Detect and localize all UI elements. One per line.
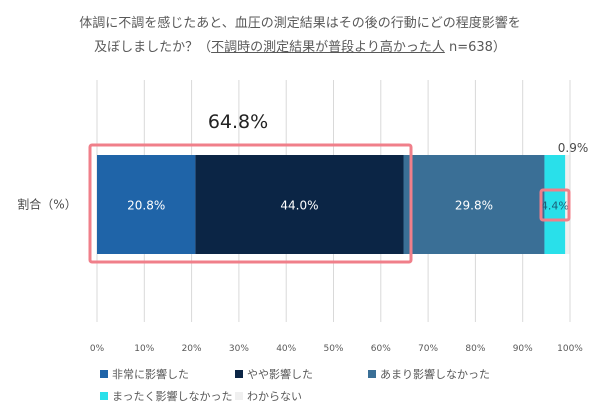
- x-tick-label-0: 0%: [90, 344, 105, 354]
- x-tick-label-3: 30%: [229, 344, 249, 354]
- x-tick-label-8: 80%: [465, 344, 485, 354]
- legend-item-3: まったく影響しなかった: [100, 388, 233, 404]
- category-label: 割合（%）: [17, 197, 76, 212]
- legend-label-2: あまり影響しなかった: [380, 368, 490, 381]
- data-label-0: 20.8%: [127, 199, 165, 213]
- combined-total-label: 64.8%: [208, 111, 268, 133]
- bar-segment-1: [195, 155, 404, 254]
- chart-title-suffix: n=638）: [444, 40, 506, 55]
- x-tick-label-2: 20%: [182, 344, 202, 354]
- legend-label-1: やや影響した: [247, 368, 313, 381]
- data-label-4: 0.9%: [558, 141, 589, 155]
- x-tick-label-4: 40%: [276, 344, 296, 354]
- legend-swatch-1: [235, 370, 243, 378]
- legend-label-4: わからない: [247, 390, 302, 403]
- bar-segment-3: [544, 155, 566, 254]
- x-tick-label-7: 70%: [418, 344, 438, 354]
- chart-title-underlined: 不調時の測定結果が普段より高かった人: [211, 40, 445, 55]
- bar-segment-0: [97, 155, 196, 254]
- legend-swatch-3: [100, 392, 108, 400]
- legend-item-2: あまり影響しなかった: [368, 366, 490, 382]
- legend-item-0: 非常に影響した: [100, 366, 189, 382]
- legend-item-4: わからない: [235, 388, 302, 404]
- legend-label-3: まったく影響しなかった: [112, 390, 233, 403]
- legend-swatch-2: [368, 370, 376, 378]
- data-label-2: 29.8%: [455, 199, 493, 213]
- chart-title-prefix: 及ぼしましたか？（: [94, 40, 212, 55]
- x-tick-label-1: 10%: [134, 344, 154, 354]
- highlight-box-combined: [88, 143, 413, 264]
- x-tick-label-5: 50%: [323, 344, 343, 354]
- x-tick-label-9: 90%: [513, 344, 533, 354]
- legend-label-0: 非常に影響した: [112, 368, 189, 381]
- data-label-3: 4.4%: [541, 200, 569, 213]
- bar-segment-2: [403, 155, 545, 254]
- legend-item-1: やや影響した: [235, 366, 313, 382]
- highlight-box-small: [539, 188, 571, 222]
- data-label-1: 44.0%: [280, 199, 318, 213]
- legend-swatch-4: [235, 392, 243, 400]
- bar-segment-4: [565, 155, 570, 254]
- chart-title: 体調に不調を感じたあと、血圧の測定結果はその後の行動にどの程度影響を 及ぼしまし…: [0, 12, 600, 60]
- x-tick-label-6: 60%: [371, 344, 391, 354]
- x-tick-label-10: 100%: [557, 344, 583, 354]
- chart-title-line2: 及ぼしましたか？（不調時の測定結果が普段より高かった人 n=638）: [0, 36, 600, 60]
- legend-swatch-0: [100, 370, 108, 378]
- chart-title-line1: 体調に不調を感じたあと、血圧の測定結果はその後の行動にどの程度影響を: [79, 16, 521, 31]
